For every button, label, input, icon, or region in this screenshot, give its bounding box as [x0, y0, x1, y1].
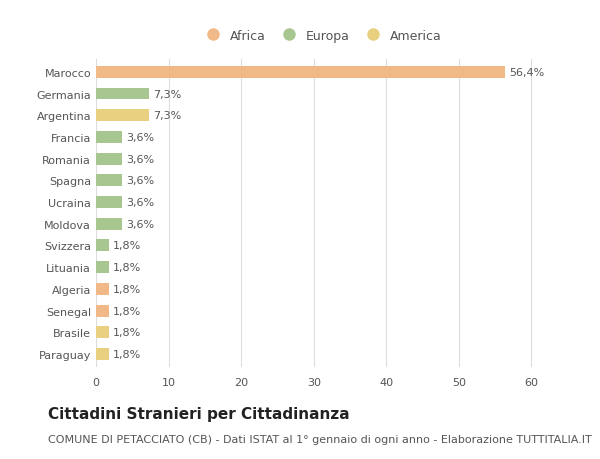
- Text: 3,6%: 3,6%: [126, 154, 154, 164]
- Text: 3,6%: 3,6%: [126, 133, 154, 143]
- Bar: [96, 110, 149, 122]
- Bar: [96, 67, 505, 78]
- Bar: [96, 153, 122, 165]
- Text: 7,3%: 7,3%: [152, 111, 181, 121]
- Text: 3,6%: 3,6%: [126, 176, 154, 186]
- Bar: [96, 132, 122, 144]
- Text: 1,8%: 1,8%: [113, 284, 141, 294]
- Text: 56,4%: 56,4%: [509, 67, 544, 78]
- Text: 7,3%: 7,3%: [152, 90, 181, 99]
- Text: 1,8%: 1,8%: [113, 349, 141, 359]
- Bar: [96, 218, 122, 230]
- Text: 1,8%: 1,8%: [113, 328, 141, 337]
- Text: 1,8%: 1,8%: [113, 263, 141, 273]
- Legend: Africa, Europa, America: Africa, Europa, America: [197, 26, 445, 46]
- Bar: [96, 196, 122, 208]
- Text: 3,6%: 3,6%: [126, 219, 154, 229]
- Text: 1,8%: 1,8%: [113, 306, 141, 316]
- Bar: [96, 327, 109, 338]
- Bar: [96, 305, 109, 317]
- Bar: [96, 89, 149, 100]
- Text: 1,8%: 1,8%: [113, 241, 141, 251]
- Text: COMUNE DI PETACCIATO (CB) - Dati ISTAT al 1° gennaio di ogni anno - Elaborazione: COMUNE DI PETACCIATO (CB) - Dati ISTAT a…: [48, 434, 592, 444]
- Bar: [96, 283, 109, 295]
- Bar: [96, 240, 109, 252]
- Text: 3,6%: 3,6%: [126, 198, 154, 207]
- Bar: [96, 262, 109, 274]
- Text: Cittadini Stranieri per Cittadinanza: Cittadini Stranieri per Cittadinanza: [48, 406, 350, 421]
- Bar: [96, 348, 109, 360]
- Bar: [96, 175, 122, 187]
